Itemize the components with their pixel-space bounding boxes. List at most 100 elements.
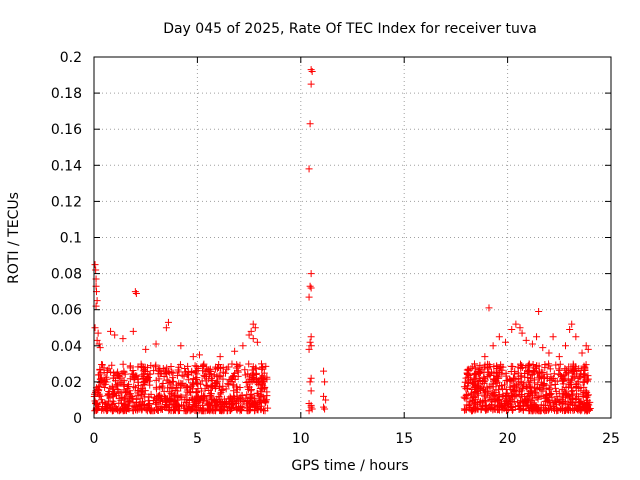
data-point — [108, 407, 116, 415]
data-point — [134, 392, 142, 400]
data-point — [122, 405, 130, 413]
data-point — [259, 377, 267, 385]
data-point — [496, 364, 504, 372]
data-point — [163, 376, 171, 384]
data-point — [487, 404, 495, 412]
x-tick-label: 5 — [193, 431, 202, 447]
chart-title: Day 045 of 2025, Rate Of TEC Index for r… — [163, 21, 537, 37]
data-point — [258, 364, 266, 372]
data-point — [94, 385, 102, 393]
data-points — [90, 66, 594, 415]
data-point — [197, 380, 205, 388]
data-point — [91, 407, 99, 415]
data-point — [117, 389, 125, 397]
data-point — [222, 398, 230, 406]
data-point — [170, 406, 178, 414]
data-point — [306, 282, 314, 290]
data-point — [191, 401, 199, 409]
data-point — [580, 389, 588, 397]
data-point — [202, 373, 210, 381]
data-point — [510, 382, 518, 390]
data-point — [562, 370, 570, 378]
data-point — [252, 364, 260, 372]
data-point — [308, 67, 316, 75]
data-point — [508, 405, 516, 413]
data-point — [322, 396, 330, 404]
data-point — [560, 391, 568, 399]
data-point — [247, 403, 255, 411]
data-point — [189, 353, 197, 361]
data-point — [490, 375, 498, 383]
data-point — [464, 370, 472, 378]
data-point — [144, 402, 152, 410]
data-point — [567, 399, 575, 407]
data-point — [467, 376, 475, 384]
data-point — [512, 320, 520, 328]
data-point — [175, 379, 183, 387]
data-point — [461, 394, 469, 402]
data-point — [227, 378, 235, 385]
data-point — [245, 383, 253, 391]
data-point — [165, 398, 173, 406]
data-point — [178, 393, 186, 401]
data-point — [320, 392, 328, 400]
data-point — [464, 365, 472, 373]
data-point — [119, 335, 127, 343]
data-point — [110, 400, 118, 408]
data-point — [573, 390, 581, 398]
data-point — [568, 320, 576, 328]
data-point — [580, 371, 588, 379]
data-point — [210, 371, 218, 379]
data-point — [146, 370, 154, 378]
data-point — [162, 368, 170, 376]
data-point — [581, 364, 589, 372]
data-point — [541, 360, 549, 368]
data-point — [488, 397, 496, 405]
data-point — [207, 392, 215, 400]
data-point — [102, 373, 110, 381]
data-point — [531, 404, 539, 412]
data-point — [307, 401, 315, 409]
data-point — [93, 400, 101, 408]
data-point — [568, 368, 576, 376]
data-point — [138, 388, 146, 396]
data-point — [155, 392, 163, 400]
data-point — [96, 365, 104, 373]
data-point — [500, 405, 508, 413]
data-point — [177, 342, 185, 350]
data-point — [473, 382, 481, 390]
data-point — [186, 389, 194, 397]
data-point — [471, 360, 479, 368]
data-point — [512, 392, 520, 400]
data-point — [144, 404, 152, 412]
data-point — [217, 372, 225, 380]
data-point — [477, 386, 485, 394]
data-point — [307, 66, 315, 74]
data-point — [96, 378, 104, 386]
data-point — [578, 349, 586, 357]
data-point — [92, 266, 100, 274]
data-point — [307, 333, 315, 341]
data-point — [305, 345, 313, 353]
x-tick-label: 0 — [90, 431, 99, 447]
data-point — [470, 394, 478, 402]
data-point — [559, 405, 567, 413]
data-point — [491, 389, 499, 397]
data-point — [97, 369, 105, 377]
data-point — [98, 361, 106, 369]
data-point — [305, 293, 313, 301]
data-point — [569, 405, 577, 413]
x-tick-label: 10 — [292, 431, 310, 447]
data-point — [165, 405, 173, 413]
data-point — [510, 387, 518, 395]
data-point — [563, 369, 571, 377]
data-point — [522, 364, 530, 372]
data-point — [506, 397, 514, 405]
data-point — [188, 405, 196, 413]
x-tick-label: 25 — [602, 431, 620, 447]
data-point — [180, 372, 188, 380]
data-point — [232, 399, 240, 407]
data-point — [113, 405, 121, 413]
data-point — [203, 365, 211, 373]
